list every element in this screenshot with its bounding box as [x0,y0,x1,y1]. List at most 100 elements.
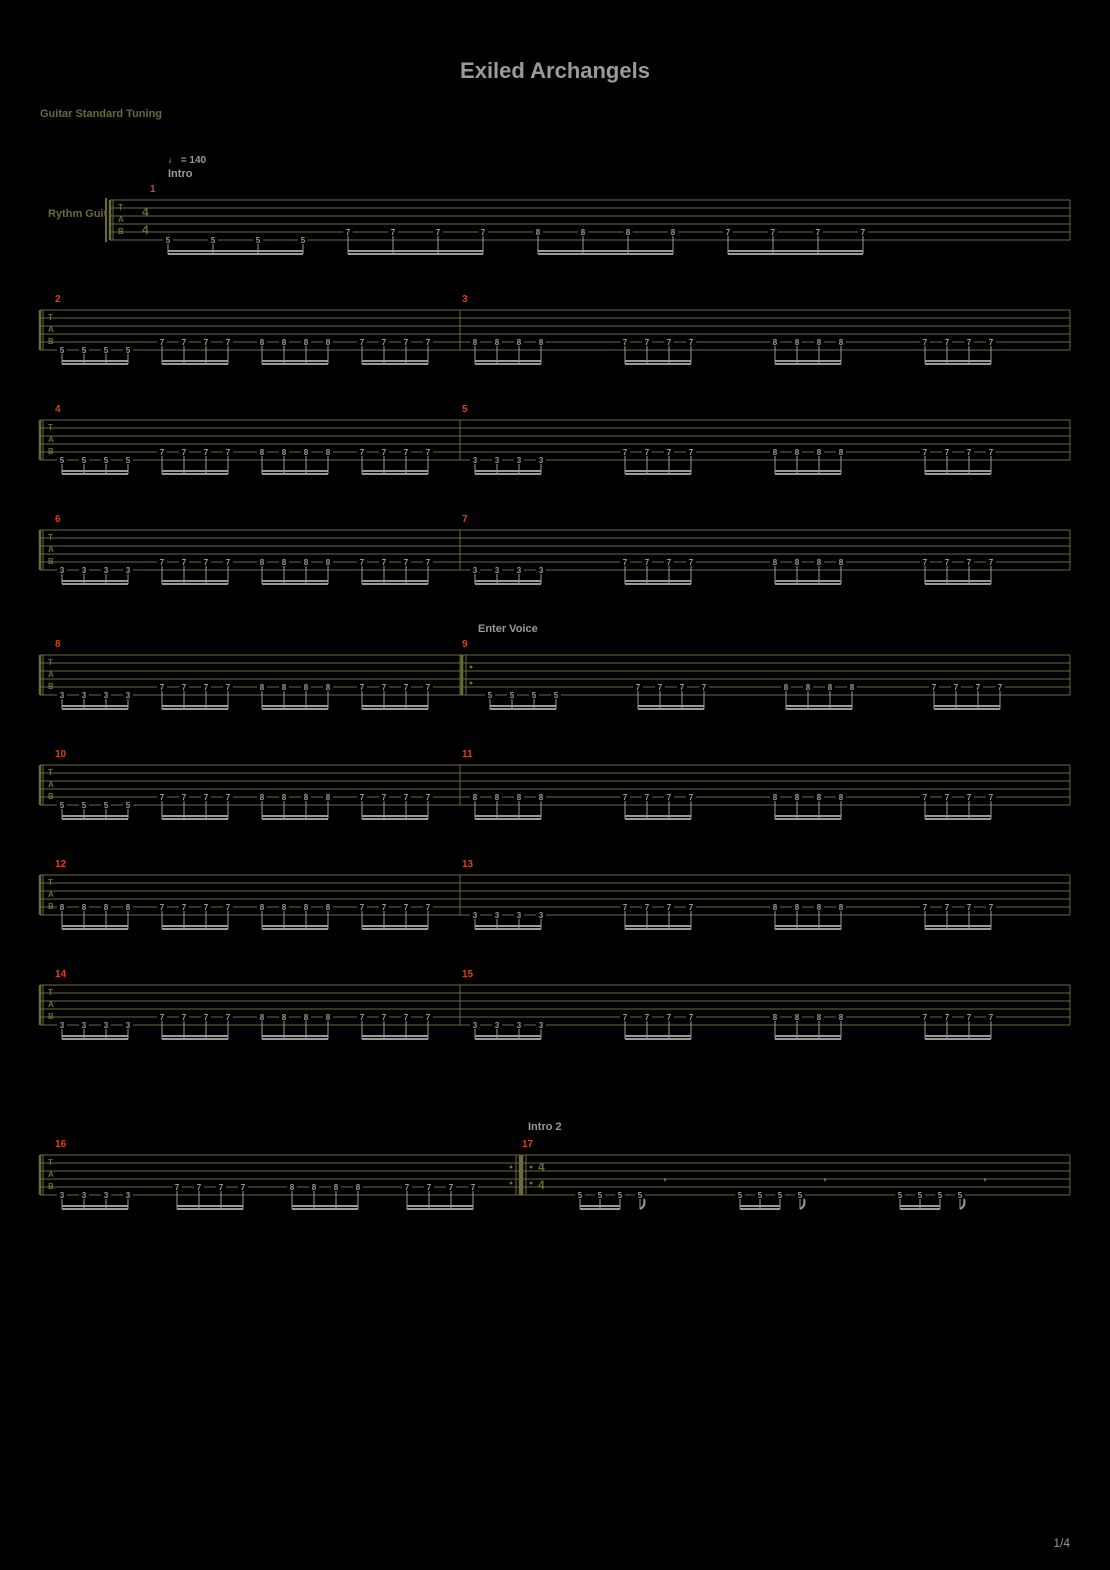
svg-text:3: 3 [104,1191,109,1200]
svg-text:7: 7 [976,683,981,692]
svg-text:7: 7 [197,1183,202,1192]
svg-text:8: 8 [817,338,822,347]
svg-text:7: 7 [219,1183,224,1192]
svg-text:3: 3 [473,456,478,465]
svg-text:7: 7 [945,903,950,912]
svg-text:8: 8 [473,338,478,347]
measure-number: 11 [462,749,473,760]
svg-text:8: 8 [671,228,676,237]
svg-text:7: 7 [382,558,387,567]
svg-text:5: 5 [82,801,87,810]
svg-text:7: 7 [667,448,672,457]
svg-text:7: 7 [726,228,731,237]
svg-text:5: 5 [126,456,131,465]
svg-text:8: 8 [839,1013,844,1022]
svg-text:7: 7 [923,448,928,457]
svg-text:8: 8 [326,448,331,457]
svg-text:7: 7 [636,683,641,692]
svg-text:7: 7 [816,228,821,237]
svg-text:3: 3 [126,566,131,575]
svg-text:5: 5 [738,1191,743,1200]
svg-text:7: 7 [954,683,959,692]
svg-text:7: 7 [182,338,187,347]
tablature-canvas: TAB445555777788887777TAB5555777788887777… [0,0,1110,1570]
svg-text:A: A [48,780,54,789]
svg-text:8: 8 [773,1013,778,1022]
svg-text:7: 7 [967,558,972,567]
svg-text:5: 5 [60,456,65,465]
svg-text:7: 7 [226,558,231,567]
svg-text:7: 7 [346,228,351,237]
svg-text:5: 5 [104,346,109,355]
svg-text:7: 7 [175,1183,180,1192]
svg-text:A: A [48,1170,54,1179]
svg-text:7: 7 [945,448,950,457]
svg-text:3: 3 [126,691,131,700]
svg-text:T: T [48,313,53,322]
svg-text:8: 8 [817,793,822,802]
svg-text:8: 8 [304,558,309,567]
svg-text:5: 5 [510,691,515,700]
svg-text:3: 3 [473,566,478,575]
svg-text:A: A [118,215,124,224]
svg-text:7: 7 [771,228,776,237]
svg-text:3: 3 [82,1021,87,1030]
measure-number: 9 [462,639,468,650]
svg-text:8: 8 [817,1013,822,1022]
svg-text:7: 7 [923,793,928,802]
svg-text:7: 7 [204,558,209,567]
svg-text:7: 7 [923,338,928,347]
svg-text:7: 7 [923,1013,928,1022]
svg-text:8: 8 [850,683,855,692]
svg-text:𝄾: 𝄾 [823,1176,827,1185]
svg-text:7: 7 [404,793,409,802]
svg-text:T: T [48,1158,53,1167]
svg-text:5: 5 [211,236,216,245]
svg-text:7: 7 [449,1183,454,1192]
svg-text:B: B [48,447,54,456]
svg-text:8: 8 [795,338,800,347]
svg-text:B: B [48,682,54,691]
svg-text:8: 8 [773,558,778,567]
svg-text:8: 8 [326,558,331,567]
svg-text:8: 8 [260,683,265,692]
section-label: Enter Voice [478,623,538,635]
svg-text:8: 8 [773,793,778,802]
svg-text:7: 7 [360,903,365,912]
measure-number: 12 [55,859,66,870]
svg-text:3: 3 [517,911,522,920]
svg-text:7: 7 [861,228,866,237]
svg-text:5: 5 [301,236,306,245]
svg-text:3: 3 [473,1021,478,1030]
svg-text:A: A [48,670,54,679]
svg-text:7: 7 [382,793,387,802]
svg-text:7: 7 [426,683,431,692]
svg-text:T: T [118,203,123,212]
svg-text:5: 5 [618,1191,623,1200]
svg-text:8: 8 [260,1013,265,1022]
svg-text:7: 7 [945,558,950,567]
svg-text:7: 7 [967,338,972,347]
svg-text:7: 7 [382,448,387,457]
svg-text:3: 3 [82,691,87,700]
svg-text:8: 8 [795,793,800,802]
svg-text:5: 5 [104,801,109,810]
svg-text:7: 7 [182,793,187,802]
svg-text:8: 8 [817,448,822,457]
svg-text:5: 5 [578,1191,583,1200]
svg-text:7: 7 [404,1013,409,1022]
svg-text:7: 7 [967,903,972,912]
svg-text:8: 8 [828,683,833,692]
svg-text:5: 5 [104,456,109,465]
svg-text:8: 8 [290,1183,295,1192]
svg-text:8: 8 [817,903,822,912]
svg-text:7: 7 [226,448,231,457]
svg-text:7: 7 [382,903,387,912]
svg-text:7: 7 [182,1013,187,1022]
measure-number: 1 [150,184,156,195]
svg-text:7: 7 [471,1183,476,1192]
svg-text:8: 8 [517,793,522,802]
svg-text:5: 5 [60,346,65,355]
svg-text:3: 3 [517,1021,522,1030]
svg-text:5: 5 [166,236,171,245]
